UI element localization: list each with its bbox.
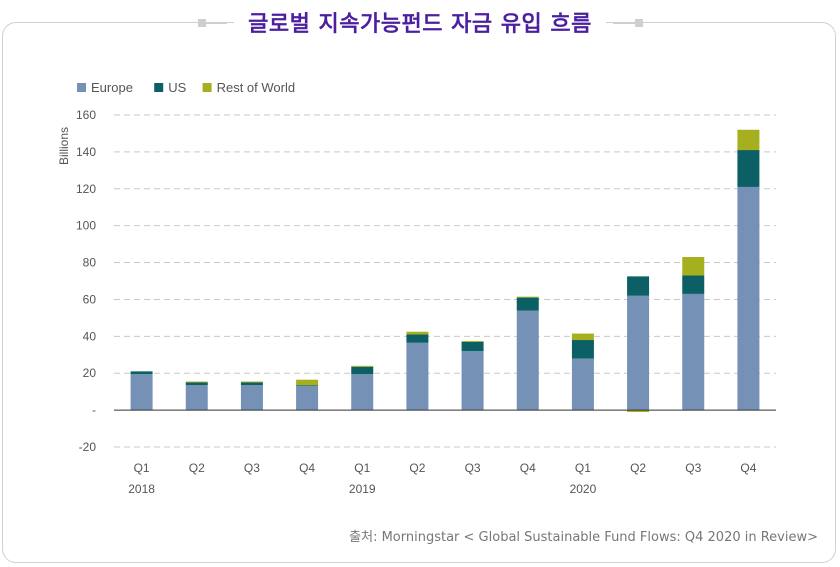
bar-segment [351,365,374,367]
bar-segment [461,351,484,411]
y-tick-label: 100 [76,219,96,233]
bar-segment [185,381,208,383]
bar-segment [682,257,705,276]
bar-segment [516,310,539,411]
y-axis-label: Billions [57,127,71,165]
x-tick-label: Q4 [520,461,536,475]
x-tick-label: Q4 [740,461,756,475]
bar-segment [571,333,594,341]
title-rule-right [613,22,635,24]
x-tick-label: Q3 [465,461,481,475]
legend-swatch [77,83,86,92]
title-rule-left [205,22,227,24]
bar-segment [737,150,760,187]
legend-swatch [154,83,164,92]
chart-title: 글로벌 지속가능펀드 자금 유입 흐름 [248,12,592,37]
source-note: 출처: Morningstar < Global Sustainable Fun… [349,530,818,545]
x-tick-label: Q3 [244,461,260,475]
bar-segment [296,385,319,387]
y-tick-label: -20 [79,440,97,454]
x-year-label: 2020 [570,482,597,496]
legend-swatch [202,83,212,92]
bar-segment [130,371,153,375]
bar-segment [682,275,705,294]
bar-segment [682,293,705,411]
bar-segment [627,295,650,411]
bar-segment [516,296,539,298]
x-tick-label: Q2 [409,461,425,475]
legend-label: Rest of World [217,80,296,95]
y-tick-label: 40 [83,329,97,343]
y-tick-label: 60 [83,292,97,306]
y-tick-label: 20 [83,366,97,380]
x-tick-label: Q1 [134,461,150,475]
bar-segment [296,386,319,411]
x-tick-label: Q1 [354,461,370,475]
bar-segment [406,334,429,343]
legend-label: US [168,80,186,95]
title-bar: 글로벌 지속가능펀드 자금 유입 흐름 [0,0,840,44]
title-box: 글로벌 지속가능펀드 자금 유입 흐름 [234,6,606,38]
bar-segment [185,385,208,411]
bar-segment [406,331,429,335]
x-tick-label: Q2 [630,461,646,475]
x-tick-label: Q4 [299,461,315,475]
legend-label: Europe [91,80,133,95]
bar-segment [461,340,484,342]
y-tick-label: 140 [76,145,96,159]
x-year-label: 2019 [349,482,376,496]
y-tick-label: 80 [83,256,97,270]
y-tick-label: 120 [76,182,96,196]
bar-segment [737,129,760,151]
title-rule-left-end [198,19,206,27]
x-year-label: 2018 [128,482,155,496]
y-tick-label: - [92,403,96,417]
stacked-bar-chart: -20-20406080100120140160BillionsQ12018Q2… [57,80,776,496]
bar-segment [240,381,263,383]
bar-segment [571,340,594,359]
title-rule-right-end [635,19,643,27]
bar-segment [571,358,594,411]
y-tick-label: 160 [76,108,96,122]
bar-segment [627,410,650,412]
bar-segment [185,382,208,386]
bar-segment [351,366,374,375]
bar-segment [516,297,539,311]
x-tick-label: Q1 [575,461,591,475]
bar-segment [240,385,263,411]
bar-segment [461,341,484,352]
bar-segment [406,342,429,411]
bar-segment [296,379,319,386]
bar-segment [240,382,263,386]
x-tick-label: Q2 [189,461,205,475]
x-tick-label: Q3 [685,461,701,475]
bar-segment [627,276,650,296]
bar-segment [351,374,374,411]
bar-segment [130,374,153,411]
bar-segment [737,186,760,411]
